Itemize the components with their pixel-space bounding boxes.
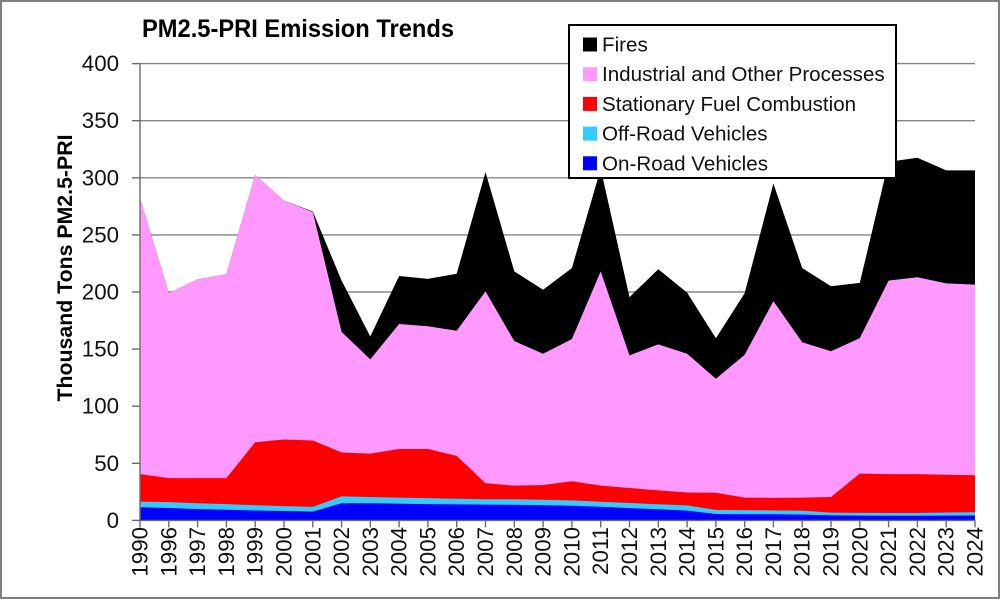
svg-text:2023: 2023 [934, 527, 959, 577]
svg-text:250: 250 [82, 222, 119, 247]
svg-text:2007: 2007 [473, 527, 498, 577]
svg-text:2006: 2006 [444, 527, 469, 577]
svg-text:Thousand Tons PM2.5-PRI: Thousand Tons PM2.5-PRI [53, 134, 77, 401]
svg-text:2000: 2000 [272, 527, 297, 577]
svg-text:2017: 2017 [761, 527, 786, 577]
svg-text:2015: 2015 [703, 527, 728, 577]
svg-text:2018: 2018 [790, 527, 815, 577]
svg-text:2013: 2013 [646, 527, 671, 577]
svg-text:1996: 1996 [156, 527, 181, 577]
svg-text:2012: 2012 [617, 527, 642, 577]
svg-text:2021: 2021 [876, 527, 901, 577]
svg-text:2014: 2014 [675, 527, 700, 577]
svg-text:0: 0 [107, 508, 119, 533]
svg-text:1990: 1990 [128, 527, 153, 577]
svg-text:2010: 2010 [559, 527, 584, 577]
svg-text:1997: 1997 [185, 527, 210, 577]
svg-text:2005: 2005 [415, 527, 440, 577]
svg-text:2020: 2020 [847, 527, 872, 577]
svg-text:2011: 2011 [588, 527, 613, 575]
svg-text:2004: 2004 [387, 527, 412, 577]
svg-text:1999: 1999 [243, 527, 268, 577]
svg-text:150: 150 [82, 337, 119, 362]
svg-text:Fires: Fires [602, 34, 648, 57]
svg-text:400: 400 [82, 51, 119, 76]
svg-text:Stationary Fuel Combustion: Stationary Fuel Combustion [602, 93, 856, 116]
svg-text:On-Road Vehicles: On-Road Vehicles [602, 152, 768, 175]
svg-text:2024: 2024 [963, 527, 988, 577]
svg-text:Industrial and Other Processes: Industrial and Other Processes [602, 63, 885, 86]
svg-text:2008: 2008 [502, 527, 527, 577]
svg-text:2009: 2009 [531, 527, 556, 577]
svg-text:2016: 2016 [732, 527, 757, 577]
svg-text:PM2.5-PRI Emission Trends: PM2.5-PRI Emission Trends [142, 15, 454, 43]
svg-text:300: 300 [82, 165, 119, 190]
svg-text:350: 350 [82, 108, 119, 133]
svg-text:200: 200 [82, 280, 119, 305]
svg-text:2019: 2019 [819, 527, 844, 577]
svg-text:2001: 2001 [300, 527, 325, 577]
svg-text:2003: 2003 [358, 527, 383, 577]
svg-text:1998: 1998 [214, 527, 239, 577]
svg-text:100: 100 [82, 394, 119, 419]
svg-text:Off-Road Vehicles: Off-Road Vehicles [602, 123, 768, 146]
svg-text:2002: 2002 [329, 527, 354, 577]
svg-text:50: 50 [94, 451, 119, 476]
svg-text:2022: 2022 [905, 527, 930, 577]
